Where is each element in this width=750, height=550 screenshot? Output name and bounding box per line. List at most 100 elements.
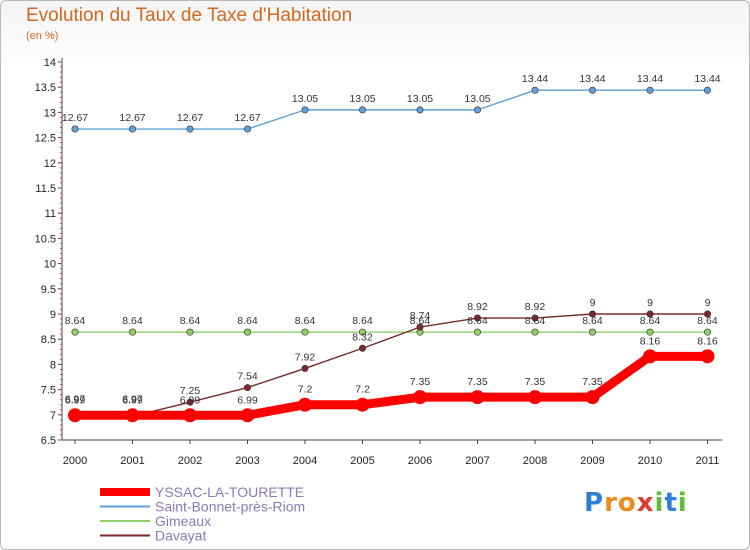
y-tick-label: 7.5 [41, 385, 56, 397]
point-Gimeaux [588, 328, 596, 336]
x-tick-label: 2010 [638, 455, 662, 467]
y-tick-label: 11 [45, 208, 56, 220]
point-Davayat [358, 344, 366, 352]
logo-letter: P [584, 488, 605, 518]
logo-letter: x [636, 488, 655, 518]
value-label: 6.97 [122, 393, 143, 405]
y-tick-label: 13.5 [35, 82, 56, 94]
series-line-YSSAC-LA-TOURETTE [70, 351, 712, 420]
value-label: 9 [590, 297, 596, 309]
point-Saint-Bonnet-près-Riom [129, 125, 137, 133]
point-Gimeaux [358, 328, 366, 336]
value-label: 9 [705, 297, 711, 309]
y-tick-label: 9.5 [41, 284, 56, 296]
point-Gimeaux [186, 328, 194, 336]
value-label: 9 [647, 297, 653, 309]
value-label: 8.74 [410, 310, 431, 322]
y-tick-label: 10.5 [35, 233, 56, 245]
value-label: 7.54 [237, 371, 258, 383]
chart-subtitle: (en %) [26, 30, 59, 42]
value-label: 13.44 [694, 73, 720, 85]
point-Gimeaux [244, 328, 252, 336]
value-label: 7.35 [410, 376, 431, 388]
value-label: 6.97 [65, 393, 86, 405]
value-label: 6.99 [237, 394, 258, 406]
series-line-Davayat [74, 313, 709, 418]
point-Davayat [531, 314, 539, 322]
value-label: 12.67 [234, 112, 260, 124]
legend: YSSAC-LA-TOURETTESaint-Bonnet-près-RiomG… [100, 484, 305, 544]
point-Saint-Bonnet-près-Riom [473, 106, 481, 114]
value-label: 8.64 [65, 315, 86, 327]
value-label: 8.64 [295, 315, 316, 327]
legend-label: Gimeaux [155, 513, 211, 529]
value-label: 8.92 [467, 301, 488, 313]
point-Gimeaux [473, 328, 481, 336]
value-label: 7.92 [295, 351, 316, 363]
point-Gimeaux [531, 328, 539, 336]
value-label: 7.35 [525, 376, 546, 388]
point-Saint-Bonnet-près-Riom [358, 106, 366, 114]
value-label: 13.05 [292, 93, 318, 105]
y-tick-label: 8 [50, 359, 56, 371]
x-tick-label: 2006 [408, 455, 432, 467]
point-Davayat [646, 310, 654, 318]
series-line-Saint-Bonnet-près-Riom [74, 89, 709, 130]
series-layer [68, 86, 715, 423]
y-tick-label: 8.5 [41, 334, 56, 346]
point-Davayat [416, 323, 424, 331]
value-label: 8.64 [525, 315, 546, 327]
value-label: 8.64 [237, 315, 258, 327]
point-Davayat [186, 398, 194, 406]
point-YSSAC-LA-TOURETTE [470, 390, 485, 405]
point-YSSAC-LA-TOURETTE [528, 390, 542, 405]
logo-letter: o [617, 488, 637, 518]
value-label: 8.64 [410, 315, 431, 327]
point-Saint-Bonnet-près-Riom [588, 86, 596, 94]
value-label: 6.99 [122, 394, 143, 406]
value-label: 8.16 [640, 335, 661, 347]
value-label: 13.44 [579, 73, 605, 85]
point-Saint-Bonnet-près-Riom [186, 125, 194, 133]
x-tick-label: 2004 [293, 455, 317, 467]
value-label: 7.25 [180, 385, 201, 397]
value-label: 6.99 [65, 394, 86, 406]
point-YSSAC-LA-TOURETTE [298, 397, 312, 412]
value-label: 8.64 [180, 315, 201, 327]
point-YSSAC-LA-TOURETTE [125, 408, 140, 423]
value-label: 8.92 [525, 301, 546, 313]
logo-letter: r [604, 488, 618, 518]
point-Gimeaux [129, 328, 137, 336]
point-Gimeaux [301, 328, 309, 336]
x-tick-label: 2002 [178, 455, 202, 467]
y-tick-label: 11.5 [35, 183, 56, 195]
value-label: 7.2 [355, 384, 370, 396]
legend-label: Davayat [155, 528, 206, 544]
legend-label: YSSAC-LA-TOURETTE [155, 484, 304, 500]
point-YSSAC-LA-TOURETTE [240, 408, 255, 423]
axes: 6.5 7 7.5 8 8.5 9 9.5 10 10.5 11 11.5 12 12.5 13 13.5 1… [35, 57, 722, 467]
point-Davayat [703, 310, 711, 318]
value-label: 8.16 [697, 335, 718, 347]
point-Gimeaux [646, 328, 654, 336]
point-YSSAC-LA-TOURETTE [68, 408, 82, 423]
value-label: 7.35 [467, 376, 488, 388]
x-tick-label: 2009 [580, 455, 604, 467]
value-label: 8.64 [122, 315, 143, 327]
value-label: 12.67 [62, 112, 88, 124]
legend-label: Saint-Bonnet-près-Riom [155, 499, 305, 515]
point-Davayat [473, 314, 481, 322]
x-tick-label: 2007 [465, 455, 489, 467]
value-labels: 6.99 6.99 6.99 6.99 7.2 7.2 7.35 7.35 7.35 7.35 8.… [62, 73, 721, 406]
x-tick-label: 2008 [523, 455, 547, 467]
point-Gimeaux [703, 328, 711, 336]
value-label: 12.67 [119, 112, 145, 124]
x-tick-label: 2005 [350, 455, 374, 467]
value-label: 8.64 [697, 315, 718, 327]
point-YSSAC-LA-TOURETTE [700, 349, 715, 364]
point-Saint-Bonnet-près-Riom [531, 86, 539, 94]
proxiti-logo: Proxiti [584, 488, 688, 518]
y-tick-label: 12 [44, 158, 56, 170]
value-label: 12.67 [177, 112, 203, 124]
x-tick-label: 2001 [120, 455, 144, 467]
